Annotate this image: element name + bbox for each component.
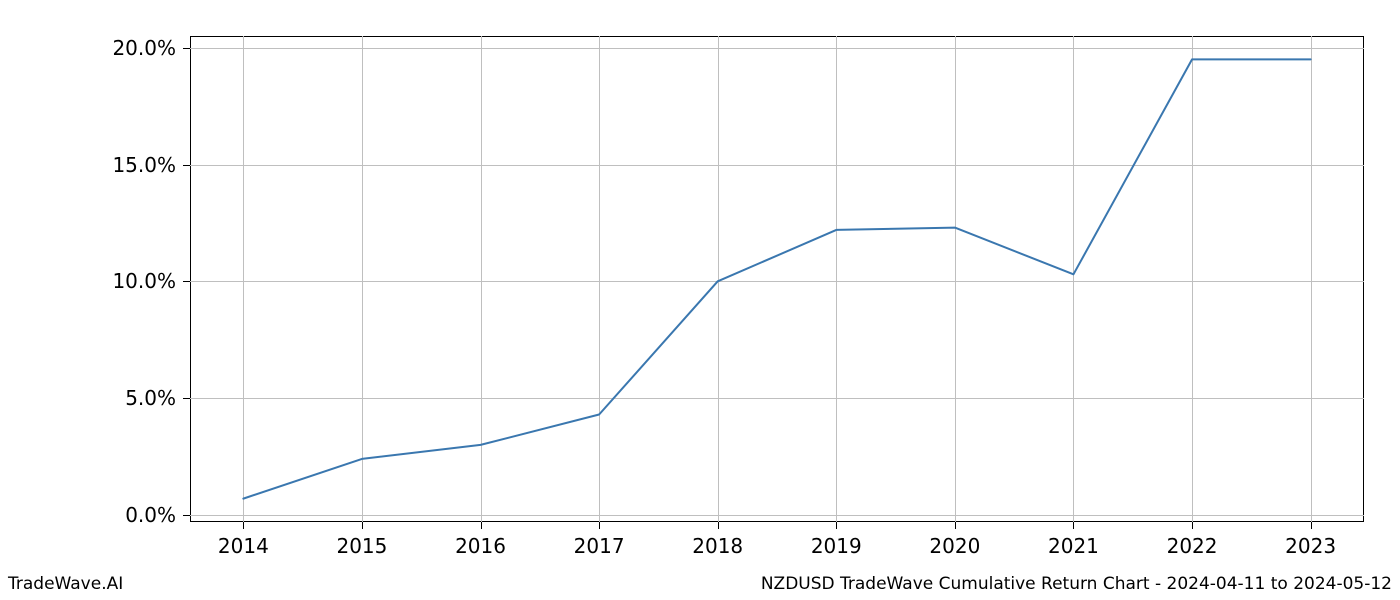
- series-line: [190, 36, 1364, 522]
- x-tick-label: 2015: [336, 522, 387, 558]
- x-tick-label: 2018: [692, 522, 743, 558]
- y-tick-label: 0.0%: [125, 503, 190, 527]
- y-tick-label: 20.0%: [112, 36, 190, 60]
- x-tick-label: 2017: [574, 522, 625, 558]
- y-tick-label: 10.0%: [112, 269, 190, 293]
- x-tick-label: 2016: [455, 522, 506, 558]
- y-tick-label: 15.0%: [112, 153, 190, 177]
- plot-area: 0.0%5.0%10.0%15.0%20.0%20142015201620172…: [190, 36, 1364, 522]
- x-tick-label: 2023: [1285, 522, 1336, 558]
- x-tick-label: 2021: [1048, 522, 1099, 558]
- chart-container: 0.0% 5.0% 10.0% 15.0% 20.0% 2014 2015 2016 2017 2…: [0, 0, 1400, 600]
- footer-brand: TradeWave.AI: [8, 574, 123, 594]
- x-tick-label: 2014: [218, 522, 269, 558]
- x-tick-label: 2022: [1167, 522, 1218, 558]
- x-tick-label: 2020: [929, 522, 980, 558]
- footer-title: NZDUSD TradeWave Cumulative Return Chart…: [761, 574, 1392, 594]
- y-tick-label: 5.0%: [125, 386, 190, 410]
- x-tick-label: 2019: [811, 522, 862, 558]
